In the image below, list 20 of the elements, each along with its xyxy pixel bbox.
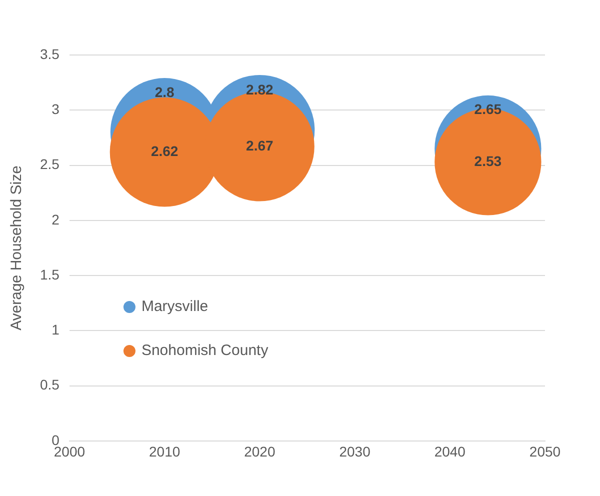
- y-tick-label: 0: [52, 432, 60, 448]
- y-tick-label: 2.5: [40, 156, 60, 172]
- y-tick-label: 1.5: [40, 266, 60, 282]
- y-tick-label: 2: [52, 211, 60, 228]
- legend-label: Snohomish County: [141, 342, 269, 360]
- data-label: 2.62: [150, 142, 178, 159]
- x-tick-label: 2010: [148, 443, 180, 460]
- x-tick-label: 2020: [244, 443, 276, 460]
- y-tick-label: 3.5: [40, 46, 60, 62]
- data-label: 2.53: [474, 152, 502, 169]
- x-tick-label: 2040: [434, 443, 466, 460]
- y-tick-label: 0.5: [40, 376, 60, 393]
- data-label: 2.67: [246, 137, 274, 154]
- x-tick-label: 2030: [339, 443, 371, 460]
- y-tick-label: 1: [52, 322, 60, 338]
- x-tick-label: 2050: [529, 443, 561, 460]
- data-label: 2.8: [154, 84, 175, 100]
- legend-label: Marysville: [141, 298, 208, 316]
- y-tick-label: 3: [52, 101, 60, 117]
- y-axis-title: Average Household Size: [8, 166, 26, 330]
